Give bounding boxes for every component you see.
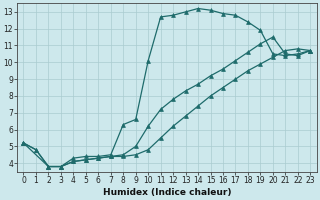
X-axis label: Humidex (Indice chaleur): Humidex (Indice chaleur) — [103, 188, 231, 197]
